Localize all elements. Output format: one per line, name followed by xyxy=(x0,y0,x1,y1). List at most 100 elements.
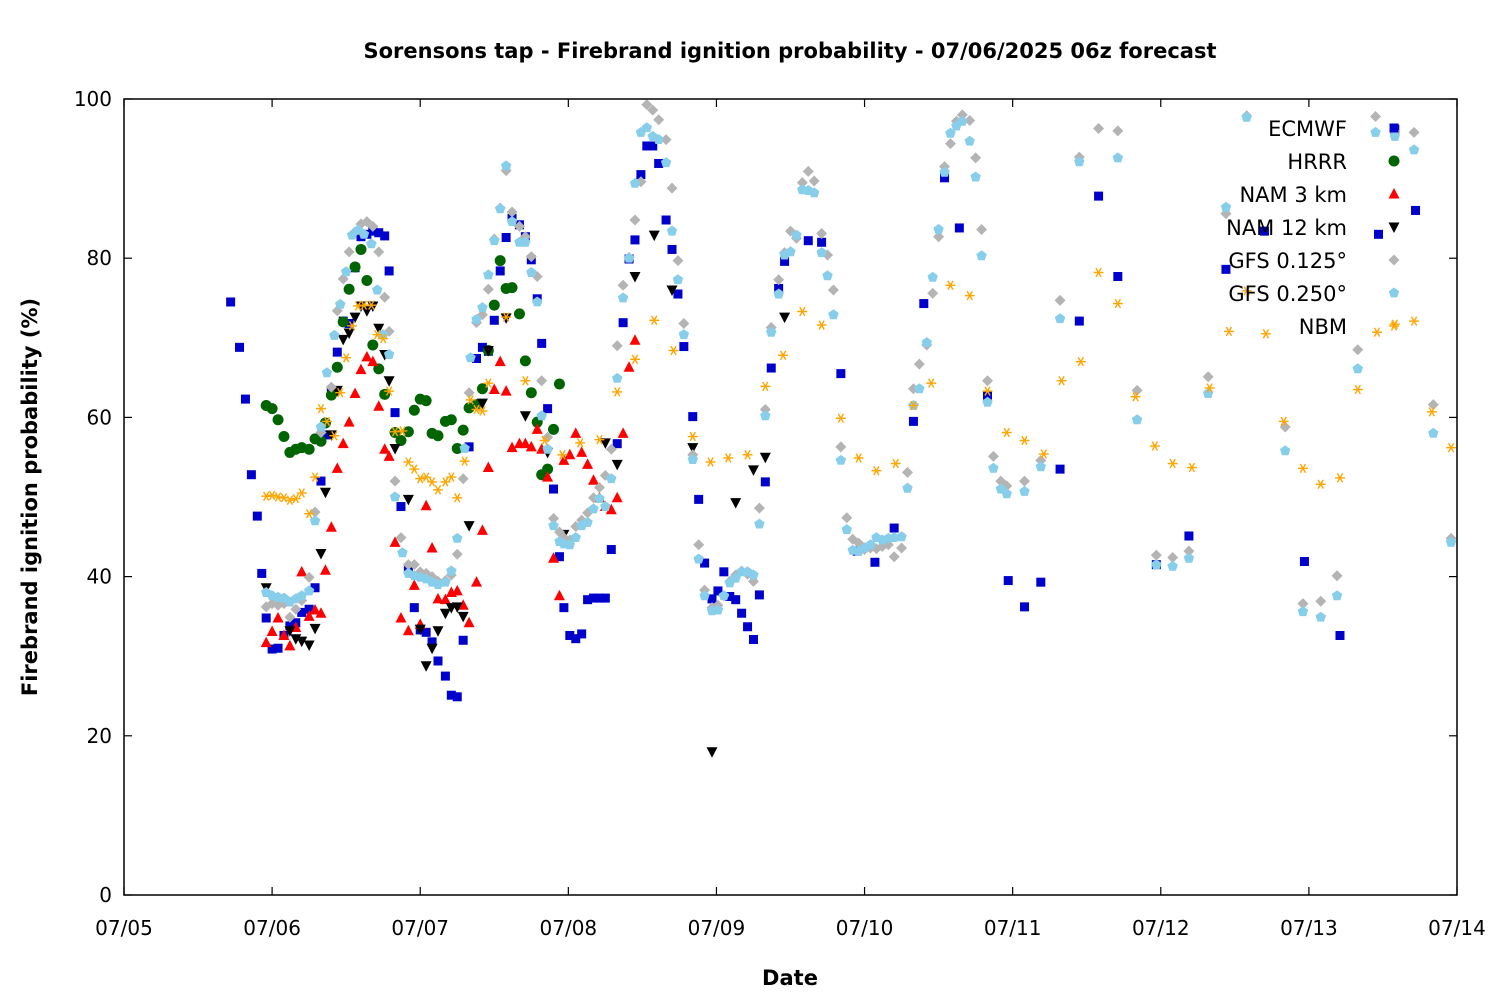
data-point xyxy=(414,624,426,636)
legend-item: ECMWF xyxy=(1268,117,1399,141)
data-point xyxy=(553,378,565,390)
data-point xyxy=(374,228,384,238)
data-point xyxy=(1019,475,1031,487)
data-point xyxy=(1331,590,1343,601)
data-point xyxy=(1035,454,1047,466)
legend-label: HRRR xyxy=(1287,150,1347,174)
data-point xyxy=(890,458,901,469)
legend-label: NBM xyxy=(1299,315,1347,339)
data-point xyxy=(341,352,352,363)
data-point xyxy=(495,266,505,276)
data-point xyxy=(329,329,340,340)
data-point xyxy=(367,220,379,232)
data-point xyxy=(896,542,908,554)
x-axis: 07/05 07/06 07/07 07/08 07/09 07/10 07/11 07/12… xyxy=(95,99,1486,940)
data-point xyxy=(927,287,939,299)
data-point xyxy=(452,532,463,543)
data-point xyxy=(1056,376,1067,386)
data-point xyxy=(600,501,611,511)
chart-title: Sorensons tap - Firebrand ignition proba… xyxy=(363,39,1216,63)
data-point xyxy=(865,539,876,550)
data-point xyxy=(420,499,432,511)
data-point xyxy=(390,408,400,418)
data-point xyxy=(321,416,332,427)
data-point xyxy=(240,394,250,404)
data-point xyxy=(501,233,511,243)
data-point xyxy=(1352,384,1363,395)
data-point xyxy=(679,342,689,352)
x-tick-label: 07/09 xyxy=(688,916,746,940)
data-point xyxy=(870,557,880,567)
data-point xyxy=(1202,371,1214,383)
data-point xyxy=(335,387,346,398)
data-point xyxy=(588,474,600,485)
data-point xyxy=(421,627,431,637)
data-point xyxy=(693,553,704,564)
data-point xyxy=(500,313,512,324)
data-point xyxy=(396,502,406,512)
data-point xyxy=(389,536,401,547)
data-point xyxy=(525,387,537,399)
data-point xyxy=(599,438,611,449)
data-point xyxy=(296,565,308,577)
data-point xyxy=(440,671,450,681)
data-point xyxy=(571,634,581,644)
data-point xyxy=(808,175,820,187)
data-point xyxy=(570,427,582,438)
data-point xyxy=(520,236,531,247)
data-point xyxy=(373,246,385,258)
data-point xyxy=(335,298,346,309)
data-point xyxy=(1446,442,1457,453)
y-tick-label: 20 xyxy=(87,724,112,748)
data-point xyxy=(1150,549,1162,561)
data-point xyxy=(623,361,635,372)
data-point xyxy=(457,611,469,623)
data-point xyxy=(612,439,622,449)
data-point xyxy=(506,441,518,453)
data-point xyxy=(397,547,408,558)
data-point xyxy=(759,403,771,415)
data-point xyxy=(617,427,629,438)
data-point xyxy=(536,375,548,387)
data-point xyxy=(1331,570,1343,582)
data-point xyxy=(409,464,420,474)
data-point xyxy=(458,635,468,645)
data-point xyxy=(612,372,623,383)
data-point xyxy=(888,532,900,542)
data-point xyxy=(489,235,500,246)
data-point xyxy=(465,352,476,363)
legend-item: NAM 3 km xyxy=(1239,183,1400,207)
data-point xyxy=(1075,356,1086,367)
data-point xyxy=(272,611,284,623)
data-point xyxy=(373,400,385,411)
data-point xyxy=(315,607,327,618)
data-point xyxy=(700,558,710,568)
data-point xyxy=(828,309,839,320)
data-point xyxy=(440,477,451,487)
data-point xyxy=(754,518,765,529)
data-point xyxy=(802,165,814,177)
data-point xyxy=(325,521,337,532)
data-point xyxy=(976,250,987,261)
data-point xyxy=(284,626,296,637)
data-point xyxy=(439,608,451,620)
data-point xyxy=(445,414,457,426)
data-point xyxy=(553,589,565,601)
series-0 xyxy=(226,124,1421,702)
data-point xyxy=(688,412,698,422)
legend-label: NAM 3 km xyxy=(1239,183,1347,207)
data-point xyxy=(836,369,846,379)
data-point xyxy=(320,430,330,440)
data-point xyxy=(367,355,379,367)
data-point xyxy=(440,576,451,587)
data-point xyxy=(446,565,457,576)
data-point xyxy=(548,512,560,524)
legend-item: NAM 12 km xyxy=(1226,216,1400,240)
data-point xyxy=(982,390,992,400)
data-point xyxy=(1370,111,1382,123)
data-point xyxy=(482,461,494,473)
data-point xyxy=(678,329,690,340)
data-point xyxy=(612,387,623,397)
data-point xyxy=(482,346,494,357)
data-point xyxy=(532,296,543,307)
